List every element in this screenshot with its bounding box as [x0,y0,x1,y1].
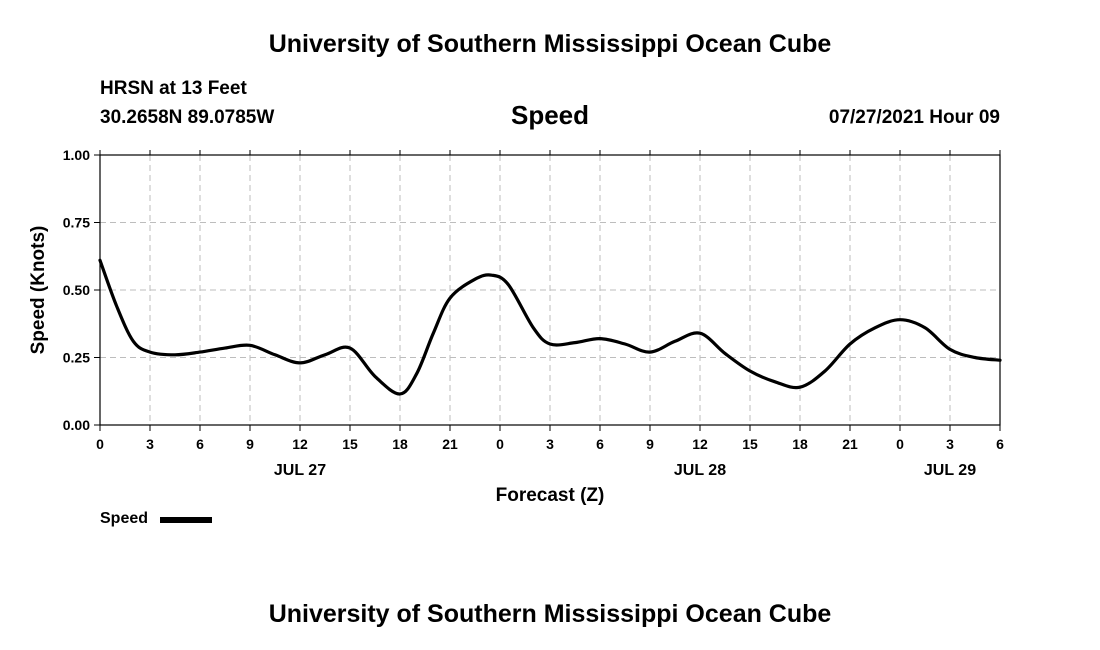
x-tick-label: 9 [246,436,254,452]
y-tick-label: 0.75 [63,215,90,231]
x-date-label: JUL 29 [924,462,976,479]
x-tick-label: 21 [442,436,458,452]
x-tick-label: 18 [792,436,808,452]
x-tick-label: 3 [546,436,554,452]
x-tick-label: 18 [392,436,408,452]
y-tick-label: 0.50 [63,282,90,298]
header-title: University of Southern Mississippi Ocean… [268,30,832,58]
x-tick-label: 3 [946,436,954,452]
forecast-datetime: 07/27/2021 Hour 09 [828,107,1000,128]
x-tick-label: 0 [896,436,904,452]
x-tick-label: 3 [146,436,154,452]
x-date-label: JUL 28 [674,462,726,479]
y-tick-label: 0.00 [63,417,90,433]
x-tick-label: 0 [496,436,504,452]
station-coordinates: 30.2658N 89.0785W [100,107,275,128]
x-tick-label: 6 [196,436,204,452]
x-tick-label: 6 [996,436,1004,452]
x-tick-label: 21 [842,436,858,452]
x-tick-label: 12 [292,436,308,452]
series-line-speed [98,258,1002,396]
footer-title: University of Southern Mississippi Ocean… [268,600,832,628]
x-tick-label: 9 [646,436,654,452]
x-axis-title: Forecast (Z) [496,485,605,506]
x-tick-label: 15 [742,436,758,452]
y-axis-title: Speed (Knots) [28,226,49,355]
y-tick-label: 0.25 [63,350,90,366]
x-tick-label: 15 [342,436,358,452]
x-date-label: JUL 27 [274,462,326,479]
x-tick-label: 0 [96,436,104,452]
station-name: HRSN at 13 Feet [100,78,247,99]
x-tick-label: 6 [596,436,604,452]
legend-label: Speed [100,510,149,527]
plot-title: Speed [510,100,590,130]
legend-swatch [160,517,212,523]
x-tick-label: 12 [692,436,708,452]
y-tick-label: 1.00 [63,147,90,163]
